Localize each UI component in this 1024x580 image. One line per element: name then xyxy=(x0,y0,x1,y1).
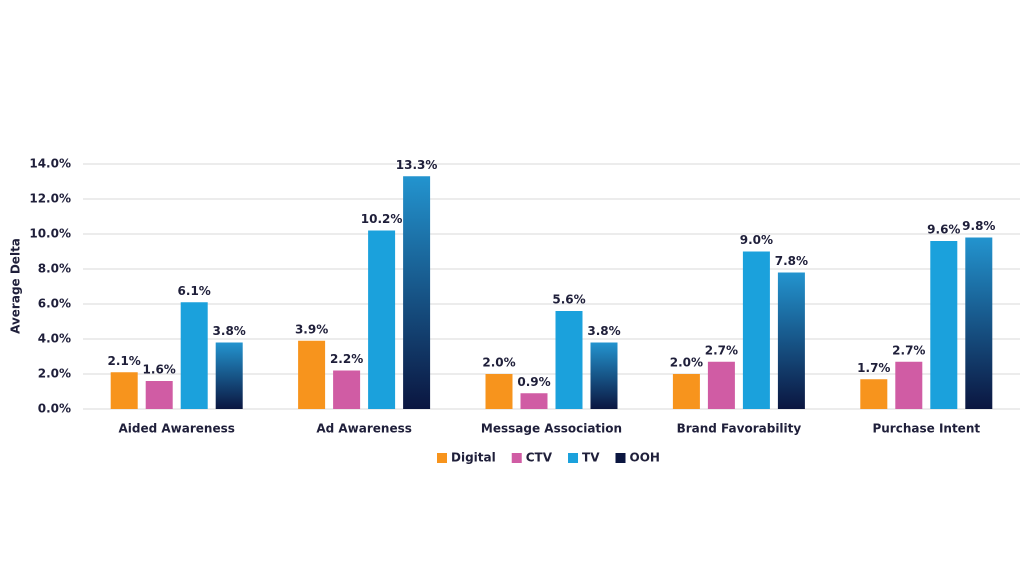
bar xyxy=(777,272,805,409)
bar xyxy=(860,379,888,409)
x-tick-label: Brand Favorability xyxy=(677,422,802,436)
bar xyxy=(555,311,583,409)
bar xyxy=(590,342,618,409)
data-label: 13.3% xyxy=(396,158,438,172)
data-label: 1.6% xyxy=(143,363,176,377)
y-tick-label: 10.0% xyxy=(29,227,71,241)
legend-label: TV xyxy=(582,451,600,465)
legend-label: OOH xyxy=(630,451,660,465)
data-label: 3.9% xyxy=(295,322,328,336)
bar xyxy=(180,302,208,409)
x-tick-label: Purchase Intent xyxy=(872,422,980,436)
bar xyxy=(672,374,700,409)
bar xyxy=(110,372,138,409)
data-label: 10.2% xyxy=(361,212,403,226)
bar xyxy=(298,340,326,409)
data-label: 7.8% xyxy=(775,254,808,268)
legend-swatch xyxy=(568,453,579,463)
y-tick-label: 6.0% xyxy=(38,297,71,311)
data-label: 2.2% xyxy=(330,352,363,366)
x-tick-label: Ad Awareness xyxy=(316,422,412,436)
data-label: 2.1% xyxy=(108,354,141,368)
data-label: 9.8% xyxy=(962,219,995,233)
bar xyxy=(965,237,993,409)
data-label: 0.9% xyxy=(517,375,550,389)
y-tick-label: 0.0% xyxy=(38,402,71,416)
data-label: 3.8% xyxy=(587,324,620,338)
bar xyxy=(485,374,513,409)
bar xyxy=(145,381,173,409)
y-tick-label: 14.0% xyxy=(29,157,71,171)
y-tick-label: 4.0% xyxy=(38,332,71,346)
x-tick-label: Message Association xyxy=(481,422,622,436)
y-tick-label: 8.0% xyxy=(38,262,71,276)
data-label: 2.0% xyxy=(482,356,515,370)
data-label: 2.0% xyxy=(670,356,703,370)
bar xyxy=(403,176,431,409)
x-tick-label: Aided Awareness xyxy=(119,422,235,436)
data-label: 3.8% xyxy=(213,324,246,338)
bar xyxy=(333,370,361,409)
data-label: 1.7% xyxy=(857,361,890,375)
bar xyxy=(707,361,735,409)
bar xyxy=(930,241,958,409)
data-label: 5.6% xyxy=(552,293,585,307)
bar xyxy=(520,393,548,409)
data-label: 9.6% xyxy=(927,223,960,237)
bar xyxy=(215,342,243,409)
bar xyxy=(368,230,396,409)
y-tick-label: 2.0% xyxy=(38,367,71,381)
legend-swatch xyxy=(437,453,447,463)
y-tick-label: 12.0% xyxy=(29,192,71,206)
bar xyxy=(895,361,923,409)
legend-label: CTV xyxy=(526,451,553,465)
legend-swatch xyxy=(511,453,522,463)
y-axis-label: Average Delta xyxy=(9,238,23,334)
legend-swatch xyxy=(615,453,626,463)
data-label: 2.7% xyxy=(705,343,738,357)
bar xyxy=(742,251,770,409)
data-label: 9.0% xyxy=(740,233,773,247)
data-label: 2.7% xyxy=(892,343,925,357)
data-label: 6.1% xyxy=(178,284,211,298)
legend-label: Digital xyxy=(451,451,496,465)
